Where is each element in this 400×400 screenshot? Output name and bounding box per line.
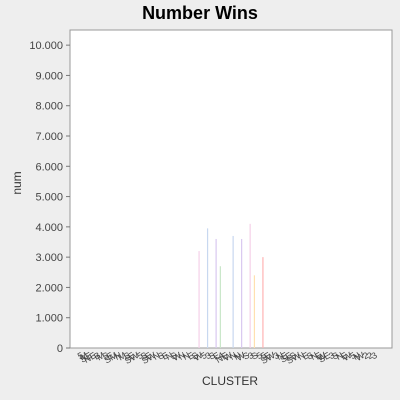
bars [198, 223, 264, 348]
x-tick-label: N [177, 350, 188, 362]
x-tick-label: N [228, 350, 239, 362]
x-tick-label: 4 [216, 350, 225, 361]
bar [232, 235, 234, 348]
x-tick-label: S [330, 350, 340, 362]
x-tick-label: S [122, 350, 132, 362]
y-tick-label: 4.000 [35, 222, 63, 234]
x-tick-label: 5 [76, 350, 85, 361]
x-tick-label: 5 [135, 350, 144, 361]
x-tick-label: M [116, 350, 127, 362]
x-tick-label: 3 [327, 350, 336, 361]
x-tick-label: E [160, 350, 170, 362]
x-tick-label: N [232, 350, 243, 362]
x-tick-label: 3 [246, 350, 255, 361]
x-tick-label: S [100, 350, 110, 362]
y-tick-label: 9.000 [35, 70, 63, 82]
x-tick-label: N [151, 350, 162, 362]
y-axis-ticks: 0 1.000 2.000 3.000 4.000 5.000 6.000 7.000 8.00… [29, 40, 70, 355]
y-tick-label: 3.000 [35, 252, 63, 264]
x-tick-label: E [339, 350, 349, 362]
bar [249, 223, 251, 348]
x-tick-label: S [207, 350, 217, 362]
x-tick-label: 5 [255, 350, 264, 361]
x-tick-label: N [113, 350, 124, 362]
x-tick-label: E [126, 350, 136, 362]
x-tick-label: M [95, 350, 106, 362]
x-tick-label: N [351, 350, 362, 362]
x-tick-label: N [309, 350, 320, 362]
x-tick-label: S [288, 350, 298, 362]
x-tick-label: S [241, 350, 251, 362]
bar [241, 238, 243, 348]
x-tick-label: S [156, 350, 166, 362]
y-tick-label: 7.000 [35, 131, 63, 143]
y-tick-label: 5.000 [35, 192, 63, 204]
y-tick-label: 0 [57, 343, 63, 355]
x-tick-label: N [296, 350, 307, 362]
x-tick-label: 2 [361, 350, 370, 361]
x-tick-label: N [181, 350, 192, 362]
x-axis-label: CLUSTER [201, 374, 258, 388]
x-tick-label: 3 [203, 350, 212, 361]
x-tick-label: E [211, 350, 221, 362]
y-tick-label: 6.000 [35, 161, 63, 173]
bar [215, 238, 217, 348]
y-tick-label: 2.000 [35, 282, 63, 294]
x-tick-label: 5 [259, 350, 268, 361]
x-axis-ticks: 5MSENEBMSESMNMSESW5SESWNSENSWNNESW53SE4N… [76, 350, 379, 366]
x-tick-label: E [301, 350, 311, 362]
x-tick-label: S [305, 350, 315, 362]
bar [253, 275, 256, 348]
plot-area [69, 29, 393, 349]
x-tick-label: N [334, 350, 345, 362]
y-tick-label: 1.000 [35, 313, 63, 325]
x-tick-label: 3 [370, 350, 379, 361]
x-tick-label: E [105, 350, 115, 362]
x-tick-label: 2 [365, 350, 374, 361]
x-tick-label: E [279, 350, 289, 362]
bar [219, 266, 221, 348]
x-tick-label: E [262, 350, 272, 362]
x-tick-label: N [275, 350, 286, 362]
y-tick-label: 8.000 [35, 101, 63, 113]
y-tick-label: 10.000 [29, 40, 63, 52]
bar [262, 257, 264, 348]
bar [206, 228, 209, 348]
x-tick-label: N [164, 350, 175, 362]
x-tick-label: B [92, 350, 102, 362]
x-tick-label: E [143, 350, 153, 362]
x-tick-label: S [139, 350, 149, 362]
bar [198, 251, 200, 348]
x-tick-label: 3 [272, 350, 281, 361]
x-tick-label: S [190, 350, 200, 362]
x-tick-label: E [186, 350, 196, 362]
x-tick-label: E [313, 350, 323, 362]
x-tick-label: S [249, 350, 259, 362]
x-tick-label: 5 [199, 350, 208, 361]
chart-title: Number Wins [142, 3, 258, 23]
x-tick-label: S [169, 350, 179, 362]
x-tick-label: 5 [348, 350, 357, 361]
x-tick-label: M [78, 350, 89, 362]
